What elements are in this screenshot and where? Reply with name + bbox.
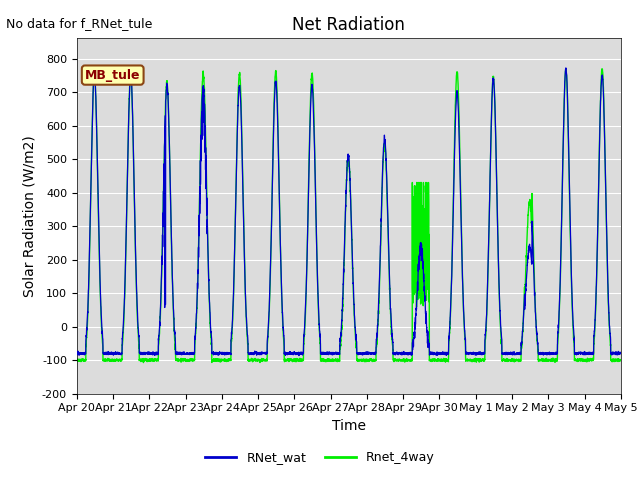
RNet_wat (616, 350, 624, 356)
Rnet_4way (616, 357, 624, 363)
Rnet_4way (441, 357, 449, 362)
Legend: RNet_wat, Rnet_4way: RNet_wat, Rnet_4way (200, 446, 440, 469)
Rnet_4way (502, 359, 509, 364)
RNet_wat (471, 350, 479, 356)
Rnet_4way (140, 360, 147, 365)
Line: Rnet_4way: Rnet_4way (77, 69, 621, 362)
Rnet_4way (329, 358, 337, 364)
Rnet_4way (617, 357, 625, 363)
RNet_wat (441, 349, 449, 355)
Rnet_4way (471, 358, 479, 363)
RNet_wat (502, 351, 509, 357)
Line: RNet_wat: RNet_wat (77, 68, 621, 356)
Title: Net Radiation: Net Radiation (292, 16, 405, 34)
Rnet_4way (73, 357, 81, 363)
RNet_wat (171, 327, 179, 333)
RNet_wat (617, 351, 625, 357)
RNet_wat (329, 350, 337, 356)
RNet_wat (562, 65, 570, 71)
X-axis label: Time: Time (332, 419, 366, 433)
Text: MB_tule: MB_tule (85, 69, 140, 82)
RNet_wat (295, 353, 303, 359)
Y-axis label: Solar Radiation (W/m2): Solar Radiation (W/m2) (22, 135, 36, 297)
Rnet_4way (598, 66, 605, 72)
RNet_wat (73, 351, 81, 357)
Rnet_4way (171, 337, 179, 343)
Text: No data for f_RNet_tule: No data for f_RNet_tule (6, 17, 153, 30)
